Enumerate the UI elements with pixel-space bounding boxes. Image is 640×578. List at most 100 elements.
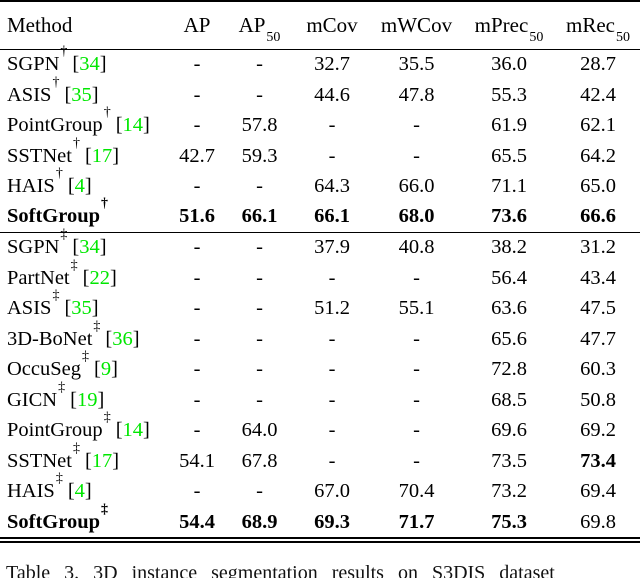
method-name: SSTNet xyxy=(7,144,72,167)
citation-number: 14 xyxy=(122,419,144,441)
method-cell: ASIS†[35] xyxy=(0,75,168,111)
value-cell: 40.8 xyxy=(371,231,462,263)
column-header-subscript: 50 xyxy=(266,29,281,45)
method-cell: SSTNet†[17] xyxy=(0,136,168,172)
table-row: OccuSeg‡[9] - - - - 72.8 60.3 xyxy=(0,350,640,385)
citation-number: 19 xyxy=(76,388,98,411)
table-row: PointGroup†[14] - 57.8 - - 61.9 62.1 xyxy=(0,106,640,141)
method-name: SGPN xyxy=(7,236,60,259)
column-header-mprec50: mPrec50 xyxy=(462,1,556,50)
column-header-label: Method xyxy=(7,12,73,37)
value-cell: 66.0 xyxy=(398,175,435,197)
header-row: Method AP AP50 mCov mWCov mPrec50 mRec50 xyxy=(0,1,640,50)
method-name: GICN xyxy=(7,388,58,411)
value-cell: - xyxy=(328,449,336,472)
method-name: PointGroup xyxy=(7,419,103,441)
value-cell: 63.6 xyxy=(491,297,527,319)
citation-number: 17 xyxy=(91,144,113,167)
value-cell: - xyxy=(413,144,420,167)
column-header-label: mCov xyxy=(306,12,358,37)
citation-link[interactable]: [4] xyxy=(67,480,92,502)
citation-link[interactable]: [36] xyxy=(105,327,140,350)
citation-link[interactable]: [14] xyxy=(115,114,150,136)
dagger-marker: ‡ xyxy=(60,227,68,243)
value-cell: 54.4 xyxy=(179,510,215,533)
method-cell: HAIS†[4] xyxy=(0,167,168,202)
citation-link[interactable]: [35] xyxy=(64,297,99,319)
dagger-marker: ‡ xyxy=(93,318,101,334)
value-cell: - xyxy=(413,388,420,411)
value-cell: - xyxy=(413,419,420,441)
method-cell: SoftGroup† xyxy=(0,197,168,233)
value-cell: - xyxy=(328,266,336,289)
column-header-ap50: AP50 xyxy=(226,1,293,50)
citation-link[interactable]: [4] xyxy=(67,175,92,197)
value-cell: - xyxy=(413,358,420,380)
value-cell: - xyxy=(193,83,201,106)
dagger-marker: † xyxy=(60,44,68,60)
value-cell: 66.6 xyxy=(580,205,616,228)
table-bottom-rule xyxy=(0,537,640,543)
citation-link[interactable]: [9] xyxy=(94,358,118,380)
citation-link[interactable]: [17] xyxy=(84,144,120,167)
value-cell: - xyxy=(328,358,336,380)
citation-link[interactable]: [34] xyxy=(72,53,107,76)
value-cell: 43.4 xyxy=(580,266,616,289)
table-row: SGPN‡[34] - -37.9 40.8 38.2 31.2 xyxy=(0,228,640,263)
method-cell: SSTNet‡[17] xyxy=(0,441,168,477)
citation-number: 9 xyxy=(100,358,112,380)
value-cell: 57.8 xyxy=(241,114,278,136)
citation-link[interactable]: [22] xyxy=(82,266,117,289)
value-cell: - xyxy=(193,388,201,411)
citation-number: 35 xyxy=(71,83,92,106)
value-cell: - xyxy=(256,388,263,411)
value-cell: 69.6 xyxy=(491,419,527,441)
table-row: 3D-BoNet‡[36] - - - - 65.6 47.7 xyxy=(0,319,640,355)
citation-link[interactable]: [17] xyxy=(84,449,120,472)
value-cell: - xyxy=(256,266,263,289)
method-cell: HAIS‡[4] xyxy=(0,472,168,507)
value-cell: 69.2 xyxy=(580,419,616,441)
method-name: ASIS xyxy=(7,297,52,319)
citation-number: 14 xyxy=(122,114,144,136)
citation-link[interactable]: [34] xyxy=(72,236,107,259)
value-cell: - xyxy=(193,175,201,197)
value-cell: 59.3 xyxy=(241,144,278,167)
table-row: SGPN†[34] - - 32.7 35.5 36.0 28.7 xyxy=(0,45,640,80)
value-cell: - xyxy=(328,419,336,441)
dagger-marker: ‡ xyxy=(58,379,66,395)
value-cell: 70.4 xyxy=(398,480,435,502)
column-header-subscript: 50 xyxy=(615,29,630,45)
value-cell: - xyxy=(226,231,293,263)
citation-number: 34 xyxy=(79,53,100,76)
dagger-marker: ‡ xyxy=(72,440,80,456)
value-cell: 67.8 xyxy=(241,449,278,472)
table-section-dagger: SGPN†[34] - -32.7 35.5 36.0 28.7 ASIS†[35] - - 4 4… xyxy=(0,45,640,233)
value-cell: - xyxy=(256,83,263,106)
table-row: GICN‡[19] - - - - 68.5 50.8 xyxy=(0,380,640,416)
column-header-label: AP xyxy=(238,12,266,37)
value-cell: 71.7 xyxy=(398,510,435,533)
value-cell: 31.2 xyxy=(556,231,640,263)
citation-number: 35 xyxy=(71,297,92,319)
citation-link[interactable]: [19] xyxy=(70,388,105,411)
citation-link[interactable]: [14] xyxy=(115,419,150,441)
method-name: SSTNet xyxy=(7,449,72,472)
column-header-mcov: mCov xyxy=(293,1,371,50)
value-cell: 69.8 xyxy=(580,510,616,533)
dagger-marker: † xyxy=(72,135,80,151)
value-cell: 64.0 xyxy=(241,419,278,441)
method-cell: ASIS‡[35] xyxy=(0,289,168,324)
citation-link[interactable]: [35] xyxy=(64,83,99,106)
value-cell: 69.4 xyxy=(580,480,616,502)
value-cell: - xyxy=(413,449,420,472)
value-cell: 42.4 xyxy=(580,83,616,106)
dagger-marker: ‡ xyxy=(55,471,63,487)
value-cell: - xyxy=(193,114,201,136)
value-cell: - xyxy=(256,327,263,350)
citation-number: 4 xyxy=(74,175,85,197)
value-cell: 69.3 xyxy=(314,510,350,533)
column-header-label: mWCov xyxy=(380,12,453,37)
dagger-marker: † xyxy=(101,196,109,212)
